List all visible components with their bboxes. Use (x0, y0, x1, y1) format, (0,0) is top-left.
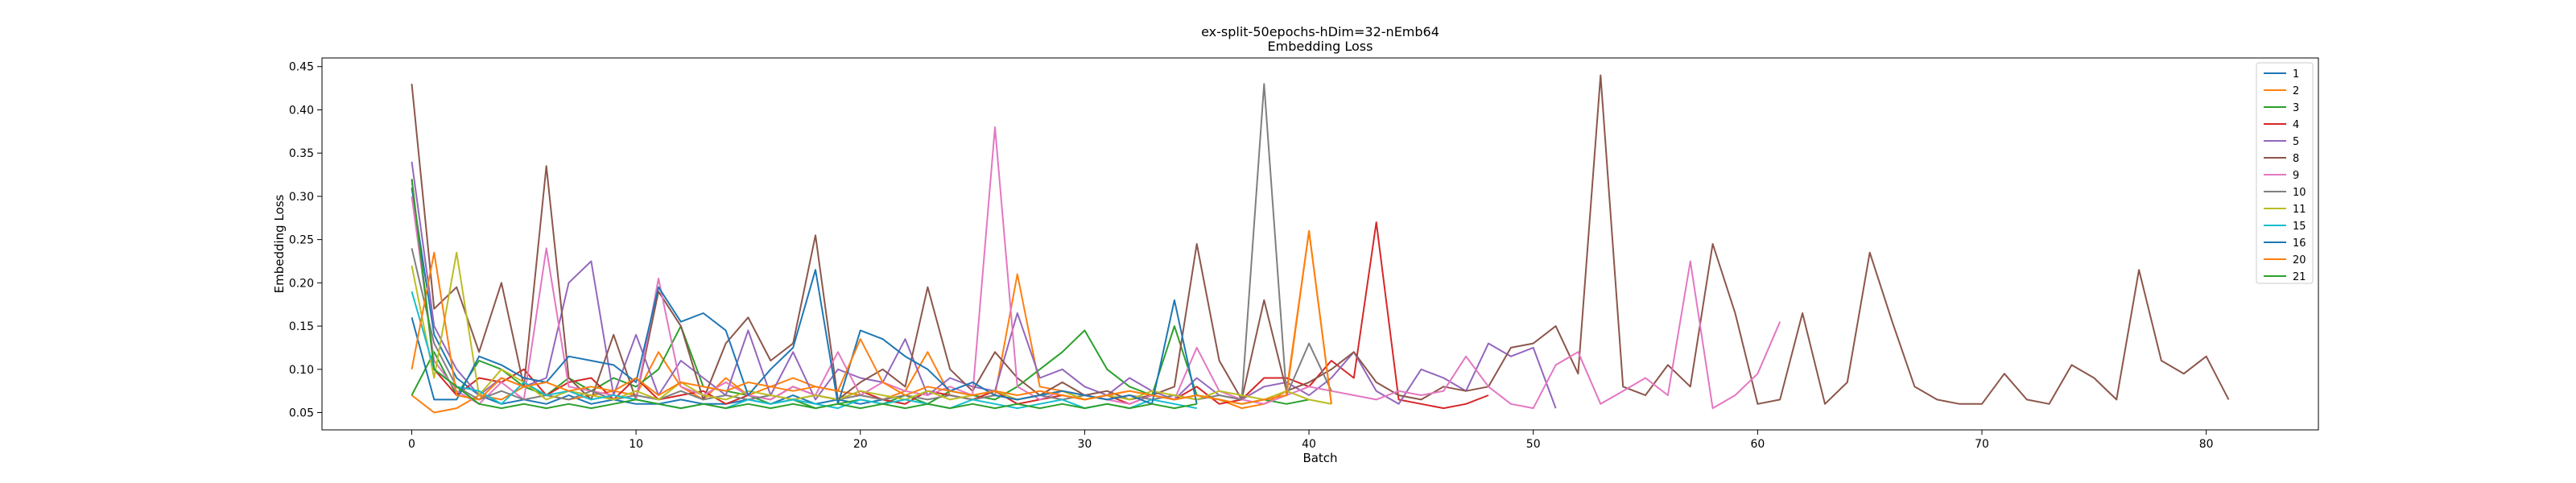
x-tick-label: 50 (1526, 438, 1541, 451)
series-line-15 (411, 291, 1197, 410)
y-tick-label: 0.40 (289, 104, 314, 117)
legend-label-15: 15 (2293, 221, 2306, 233)
x-tick-label: 60 (1750, 438, 1765, 451)
series-line-20 (411, 229, 1332, 405)
y-tick-label: 0.30 (289, 191, 314, 204)
x-tick-label: 30 (1078, 438, 1092, 451)
legend-items: 1 2 3 4 5 8 9 10 11 15 16 20 21 (2264, 68, 2306, 283)
legend-label-8: 8 (2293, 153, 2299, 165)
legend-label-2: 2 (2293, 85, 2299, 97)
x-tick-label: 80 (2199, 438, 2214, 451)
x-tick-label: 40 (1302, 438, 1316, 451)
y-tick-label: 0.25 (289, 234, 314, 247)
chart-title: ex-split-50epochs-hDim=32-nEmb64 (1201, 24, 1439, 39)
x-tick-label: 20 (853, 438, 868, 451)
legend: 1 2 3 4 5 8 9 10 11 15 16 20 21 (2256, 62, 2314, 284)
legend-box (2256, 62, 2314, 284)
legend-label-3: 3 (2293, 102, 2299, 114)
series-lines (411, 74, 2230, 414)
x-axis-label: Batch (1302, 451, 1337, 465)
series-line-21 (411, 179, 1197, 410)
legend-label-21: 21 (2293, 271, 2306, 283)
legend-label-9: 9 (2293, 170, 2299, 182)
legend-label-11: 11 (2293, 204, 2306, 216)
x-tick-label: 10 (629, 438, 643, 451)
series-line-8 (411, 74, 2230, 405)
y-axis: 0.05 0.10 0.15 0.20 0.25 0.30 0.35 0.40 0.45 (289, 61, 322, 420)
plot-area (321, 57, 2319, 431)
y-tick-label: 0.10 (289, 364, 314, 377)
x-axis: 0 10 20 30 40 50 60 70 80 (408, 430, 2214, 451)
series-line-1 (411, 188, 906, 405)
legend-label-16: 16 (2293, 237, 2306, 250)
series-line-16 (411, 269, 1198, 405)
x-tick-label: 70 (1975, 438, 1989, 451)
x-tick-label: 0 (408, 438, 415, 451)
legend-label-20: 20 (2293, 254, 2306, 266)
y-tick-label: 0.05 (289, 407, 314, 420)
legend-label-1: 1 (2293, 68, 2299, 80)
y-tick-label: 0.15 (289, 320, 314, 333)
y-axis-label: Embedding Loss (272, 194, 287, 293)
legend-label-4: 4 (2293, 119, 2299, 131)
legend-label-10: 10 (2293, 187, 2306, 199)
legend-label-5: 5 (2293, 136, 2299, 148)
chart-subtitle: Embedding Loss (1268, 39, 1373, 54)
y-tick-label: 0.35 (289, 147, 314, 160)
y-tick-label: 0.45 (289, 61, 314, 74)
series-line-10 (411, 83, 1332, 401)
y-tick-label: 0.20 (289, 277, 314, 290)
